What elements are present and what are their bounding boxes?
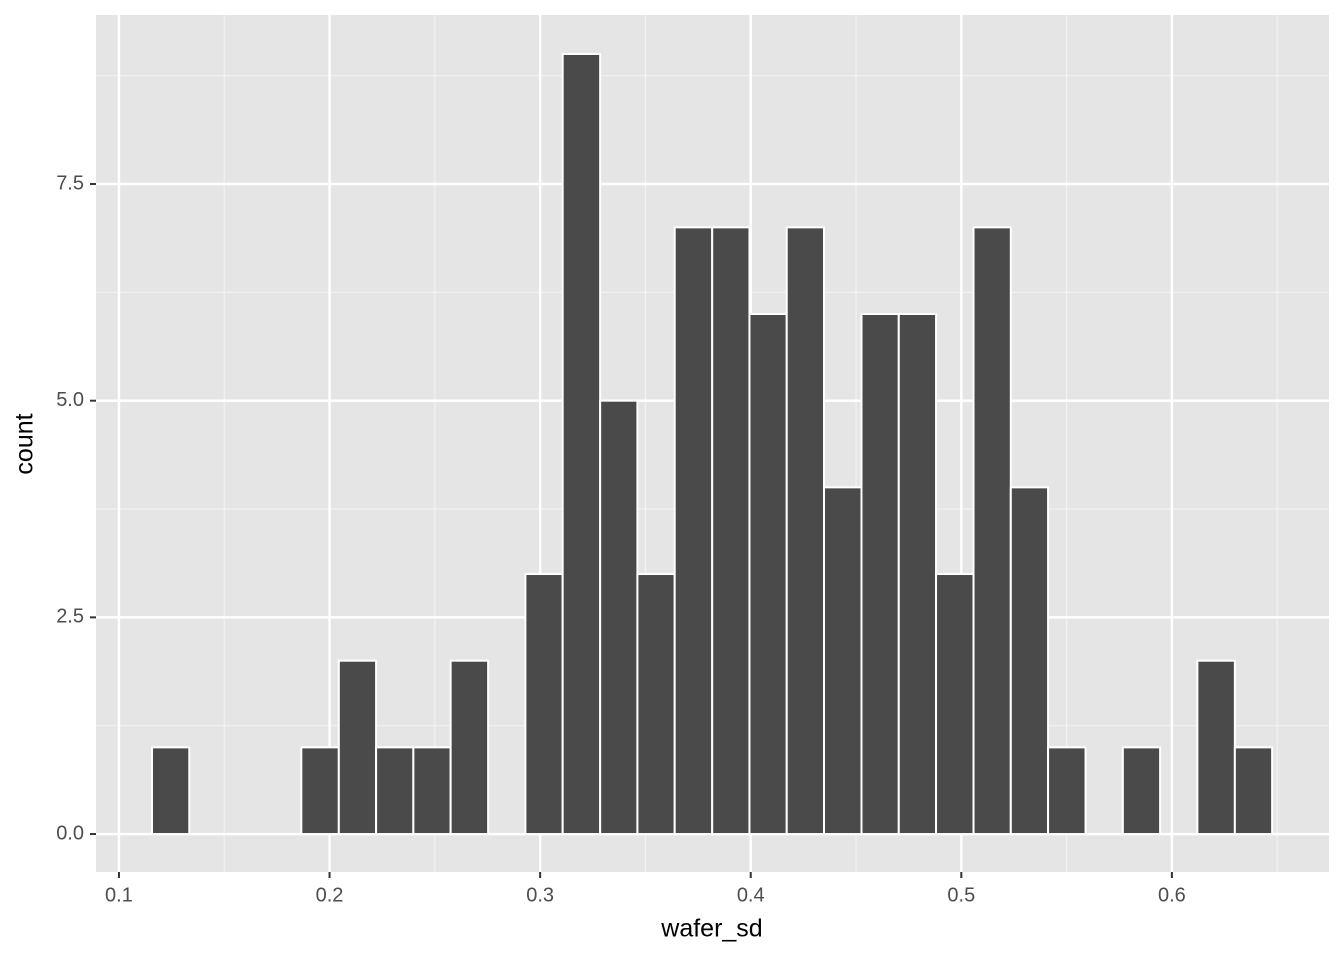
bar [337,659,378,836]
bar [823,486,863,836]
y-tick-label: 2.5 [56,606,84,628]
bar [524,573,564,836]
bar [151,746,191,836]
y-axis-title: count [11,413,39,474]
bar [449,659,490,836]
y-tick-label: 7.5 [56,172,84,194]
bar [860,313,900,836]
bar [748,313,788,836]
bar [1196,659,1236,836]
x-tick-label: 0.1 [105,884,133,906]
bar [1233,746,1274,836]
bars [151,53,1274,836]
bar [897,313,938,836]
bar [375,746,415,836]
x-tick-label: 0.3 [526,884,554,906]
bar [300,746,340,836]
y-tick-label: 5.0 [56,389,84,411]
x-tick-label: 0.6 [1158,884,1186,906]
bar [673,226,714,836]
grid [96,15,1329,872]
axes: 0.1 0.2 0.3 0.4 0.5 0.6 0.0 2.5 5.0 7.5 [56,172,1186,906]
bar [935,573,975,836]
bar [412,746,452,836]
bar [1047,746,1087,836]
bar [599,399,639,836]
bar [561,53,602,836]
x-tick-label: 0.5 [947,884,975,906]
y-tick-label: 0.0 [56,822,84,844]
bar [1121,746,1162,836]
bar [1009,486,1050,836]
bar [972,226,1012,836]
x-axis-title: wafer_sd [660,915,762,943]
bar [636,573,676,836]
bar [785,226,826,836]
x-tick-label: 0.2 [316,884,344,906]
x-tick-label: 0.4 [737,884,765,906]
bar [711,226,751,836]
